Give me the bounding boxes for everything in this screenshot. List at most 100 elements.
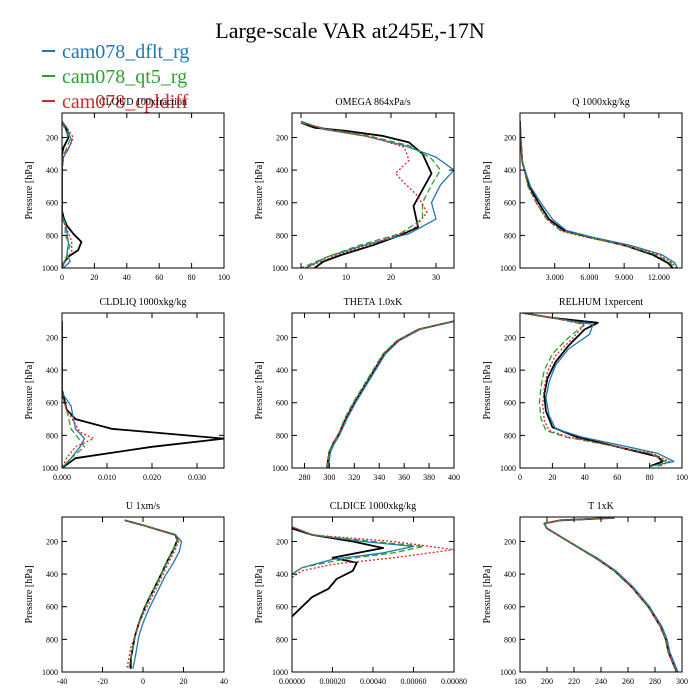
- series-line-cam078_cpldiff: [292, 526, 454, 578]
- y-tick-label: 600: [46, 603, 58, 612]
- x-tick-label: 10: [342, 273, 350, 282]
- y-tick-label: 600: [46, 199, 58, 208]
- y-tick-label: 600: [276, 199, 288, 208]
- panel-title: CLOUD 100xfraction: [99, 97, 187, 108]
- series-line-cam078_qt5_rg: [326, 320, 453, 468]
- panel-title: THETA 1.0xK: [344, 297, 403, 308]
- x-tick-label: 20: [180, 677, 188, 686]
- series-line-cam078_dflt_rg: [523, 313, 675, 468]
- y-axis-label: Pressure [hPa]: [254, 361, 265, 419]
- series-line-ref: [62, 321, 224, 468]
- x-tick-label: 0: [518, 473, 522, 482]
- x-tick-label: 60: [155, 273, 163, 282]
- y-axis-label: Pressure [hPa]: [482, 565, 493, 623]
- x-tick-label: 100: [676, 473, 688, 482]
- y-axis-label: Pressure [hPa]: [482, 161, 493, 219]
- series-line-ref: [300, 121, 433, 268]
- series-line-cam078_qt5_rg: [520, 121, 676, 268]
- x-tick-label: 0.00000: [279, 677, 305, 686]
- panel-title: CLDICE 1000xkg/kg: [330, 501, 416, 512]
- series-line-cam078_qt5_rg: [543, 517, 678, 672]
- x-tick-label: 400: [448, 473, 460, 482]
- x-tick-label: 240: [595, 677, 607, 686]
- x-tick-label: 12.000: [648, 273, 670, 282]
- series-line-cam078_cpldiff: [543, 517, 678, 672]
- x-tick-label: 0.010: [98, 473, 116, 482]
- plot-frame: [61, 516, 225, 673]
- x-tick-label: 0.020: [143, 473, 161, 482]
- series-line-ref: [520, 121, 674, 268]
- y-tick-label: 200: [46, 133, 58, 142]
- plot-frame: [519, 516, 683, 673]
- series-line-cam078_dflt_rg: [300, 120, 454, 268]
- x-tick-label: 0: [141, 677, 145, 686]
- series-line-ref: [523, 313, 664, 468]
- x-tick-label: 6.000: [580, 273, 598, 282]
- series-line-cam078_dflt_rg: [520, 121, 678, 268]
- series-line-cam078_dflt_rg: [543, 517, 679, 672]
- y-tick-label: 800: [276, 231, 288, 240]
- x-tick-label: 20: [548, 473, 556, 482]
- y-tick-label: 200: [276, 333, 288, 342]
- series-line-cam078_cpldiff: [520, 121, 677, 268]
- y-tick-label: 200: [46, 537, 58, 546]
- y-tick-label: 600: [276, 399, 288, 408]
- plot-frame: [291, 312, 455, 469]
- y-axis-label: Pressure [hPa]: [24, 361, 35, 419]
- y-axis-label: Pressure [hPa]: [254, 161, 265, 219]
- x-tick-label: -40: [57, 677, 68, 686]
- y-tick-label: 1000: [500, 464, 516, 473]
- y-tick-label: 1000: [42, 264, 58, 273]
- panel-8: CLDICE 1000xkg/kg Pressure [hPa] 200 400 600…: [254, 501, 467, 686]
- x-tick-label: 0.030: [188, 473, 206, 482]
- panel-title: Q 1000xkg/kg: [572, 97, 630, 108]
- figure-title: Large-scale VAR at245E,-17N: [215, 18, 485, 43]
- panel-4: CLDLIQ 1000xkg/kg Pressure [hPa] 200 400 600…: [24, 297, 225, 482]
- y-tick-label: 1000: [500, 264, 516, 273]
- x-tick-label: 360: [398, 473, 410, 482]
- y-tick-label: 800: [276, 431, 288, 440]
- x-tick-label: 40: [220, 677, 228, 686]
- series-line-ref: [543, 517, 678, 672]
- x-tick-label: 280: [649, 677, 661, 686]
- y-axis-label: Pressure [hPa]: [254, 565, 265, 623]
- x-tick-label: 260: [622, 677, 634, 686]
- y-tick-label: 1000: [272, 264, 288, 273]
- series-line-cam078_cpldiff: [124, 519, 181, 669]
- series-line-cam078_cpldiff: [300, 122, 428, 268]
- x-tick-label: 0.00020: [320, 677, 346, 686]
- y-tick-label: 800: [276, 635, 288, 644]
- plot-frame: [291, 112, 455, 269]
- panel-title: CLDLIQ 1000xkg/kg: [100, 297, 187, 308]
- panel-title: RELHUM 1xpercent: [559, 297, 643, 308]
- y-tick-label: 800: [46, 431, 58, 440]
- panel-title: OMEGA 864xPa/s: [335, 97, 410, 108]
- y-tick-label: 200: [504, 537, 516, 546]
- y-tick-label: 200: [46, 333, 58, 342]
- y-tick-label: 800: [504, 231, 516, 240]
- x-tick-label: 340: [373, 473, 385, 482]
- series-line-cam078_cpldiff: [523, 313, 670, 467]
- x-tick-label: -20: [97, 677, 108, 686]
- x-tick-label: 9.000: [615, 273, 633, 282]
- legend-label-3: cam078_cpldiff: [62, 91, 189, 113]
- y-axis-label: Pressure [hPa]: [482, 361, 493, 419]
- x-tick-label: 0.000: [53, 473, 71, 482]
- x-tick-label: 80: [188, 273, 196, 282]
- y-tick-label: 1000: [272, 464, 288, 473]
- series-line-cam078_cpldiff: [62, 321, 95, 468]
- x-tick-label: 40: [123, 273, 131, 282]
- series-line-cam078_dflt_rg: [327, 320, 454, 468]
- series-line-cam078_dflt_rg: [62, 321, 86, 468]
- y-tick-label: 600: [504, 199, 516, 208]
- y-tick-label: 600: [276, 603, 288, 612]
- y-tick-label: 600: [504, 603, 516, 612]
- y-tick-label: 400: [504, 166, 516, 175]
